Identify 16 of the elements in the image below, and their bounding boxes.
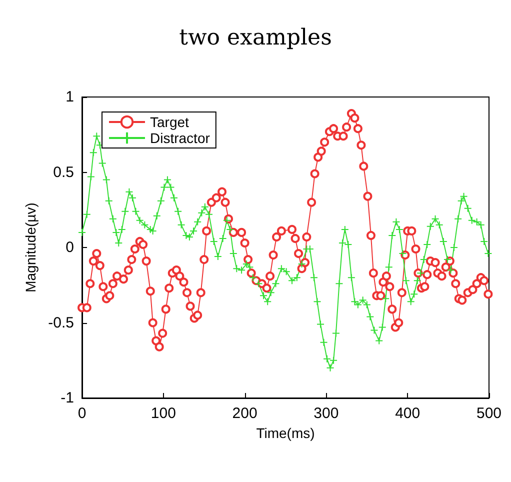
y-tick-label: 0.5 <box>53 164 74 181</box>
y-tick-label: -1 <box>60 390 74 406</box>
chart-title: two examples <box>179 26 332 50</box>
x-tick-label: 0 <box>78 405 86 422</box>
legend-label: Distractor <box>150 130 210 146</box>
x-axis-title: Time(ms) <box>256 424 315 441</box>
x-tick-label: 300 <box>314 405 339 422</box>
y-axis-title: Magnitude(µv) <box>22 202 38 292</box>
x-tick-label: 200 <box>232 405 258 422</box>
y-tick-label: -0.5 <box>48 314 74 332</box>
x-tick-label: 400 <box>395 405 420 422</box>
y-tick-label: 0 <box>66 239 74 256</box>
legend-label: Target <box>150 114 190 130</box>
y-tick-label: 1 <box>66 88 74 106</box>
x-tick-label: 100 <box>150 405 176 422</box>
x-tick-label: 500 <box>476 405 502 422</box>
